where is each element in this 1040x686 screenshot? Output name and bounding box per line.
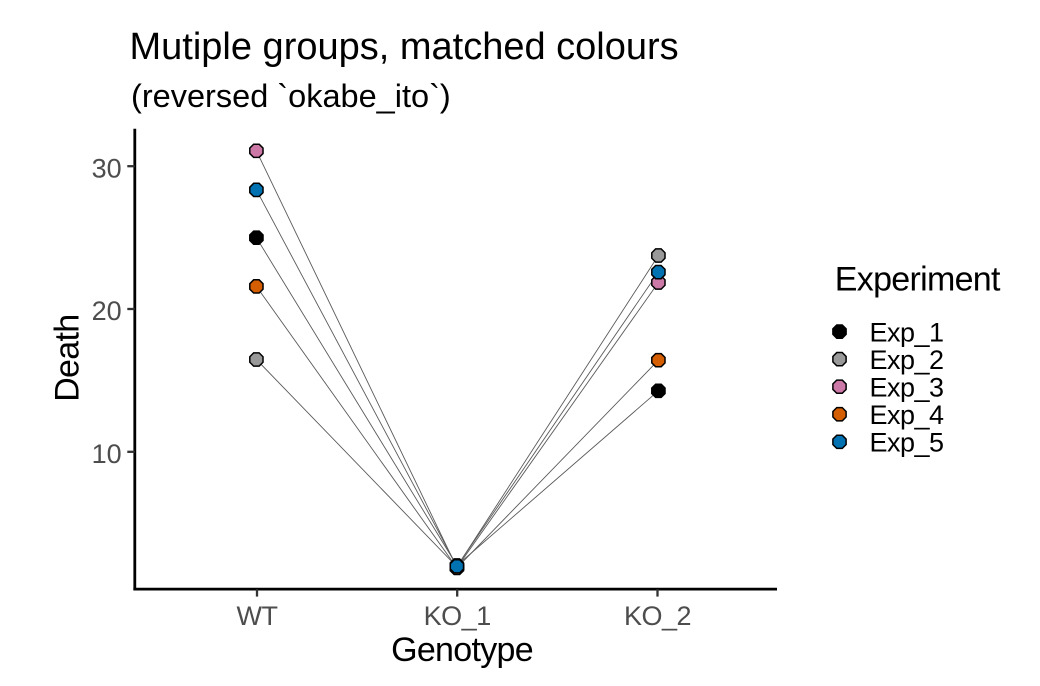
svg-text:Exp_5: Exp_5 — [870, 428, 944, 458]
svg-text:Exp_1: Exp_1 — [870, 317, 944, 347]
svg-text:KO_1: KO_1 — [424, 601, 491, 631]
svg-text:30: 30 — [92, 153, 122, 183]
svg-text:(reversed `okabe_ito`): (reversed `okabe_ito`) — [131, 78, 451, 114]
svg-text:Exp_4: Exp_4 — [870, 400, 945, 430]
svg-text:Genotype: Genotype — [391, 631, 533, 669]
svg-text:10: 10 — [92, 439, 122, 469]
svg-text:Death: Death — [49, 315, 87, 402]
svg-text:Experiment: Experiment — [835, 261, 1001, 299]
svg-text:KO_2: KO_2 — [624, 601, 691, 631]
svg-text:Mutiple groups, matched colour: Mutiple groups, matched colours — [130, 26, 679, 68]
svg-text:WT: WT — [237, 601, 278, 631]
svg-text:Exp_2: Exp_2 — [870, 345, 944, 375]
svg-text:Exp_3: Exp_3 — [870, 372, 944, 402]
svg-text:20: 20 — [92, 296, 122, 326]
